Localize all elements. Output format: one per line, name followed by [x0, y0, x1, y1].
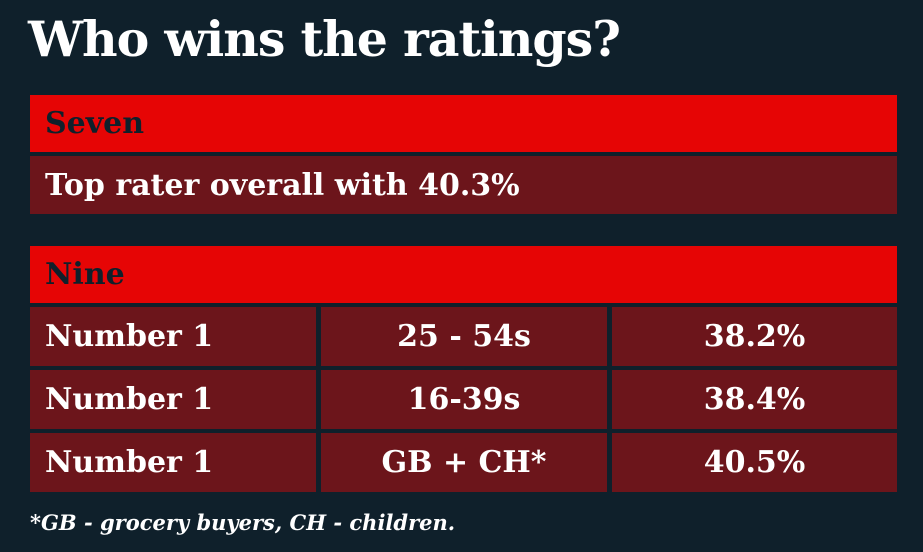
share-cell: 38.4% — [612, 370, 897, 429]
demographic-cell: 16-39s — [321, 370, 607, 429]
demographic-cell: 25 - 54s — [321, 307, 607, 366]
nine-section: Nine Number 1 25 - 54s 38.2% Number 1 16… — [30, 246, 897, 492]
rank-cell: Number 1 — [30, 307, 316, 366]
table-row: Number 1 16-39s 38.4% — [30, 370, 897, 429]
chart-title: Who wins the ratings? — [28, 10, 621, 68]
rank-cell: Number 1 — [30, 370, 316, 429]
share-cell: 40.5% — [612, 433, 897, 492]
nine-network-label: Nine — [45, 257, 125, 292]
footnote: *GB - grocery buyers, CH - children. — [30, 510, 456, 535]
seven-header-band: Seven — [30, 95, 897, 152]
seven-network-label: Seven — [45, 106, 145, 141]
demographic-cell: GB + CH* — [321, 433, 607, 492]
seven-section: Seven Top rater overall with 40.3% — [30, 95, 897, 214]
rank-cell: Number 1 — [30, 433, 316, 492]
seven-summary-row: Top rater overall with 40.3% — [30, 156, 897, 214]
table-row: Number 1 25 - 54s 38.2% — [30, 307, 897, 366]
table-row: Number 1 GB + CH* 40.5% — [30, 433, 897, 492]
nine-header-band: Nine — [30, 246, 897, 303]
seven-summary-text: Top rater overall with 40.3% — [45, 167, 520, 203]
share-cell: 38.2% — [612, 307, 897, 366]
